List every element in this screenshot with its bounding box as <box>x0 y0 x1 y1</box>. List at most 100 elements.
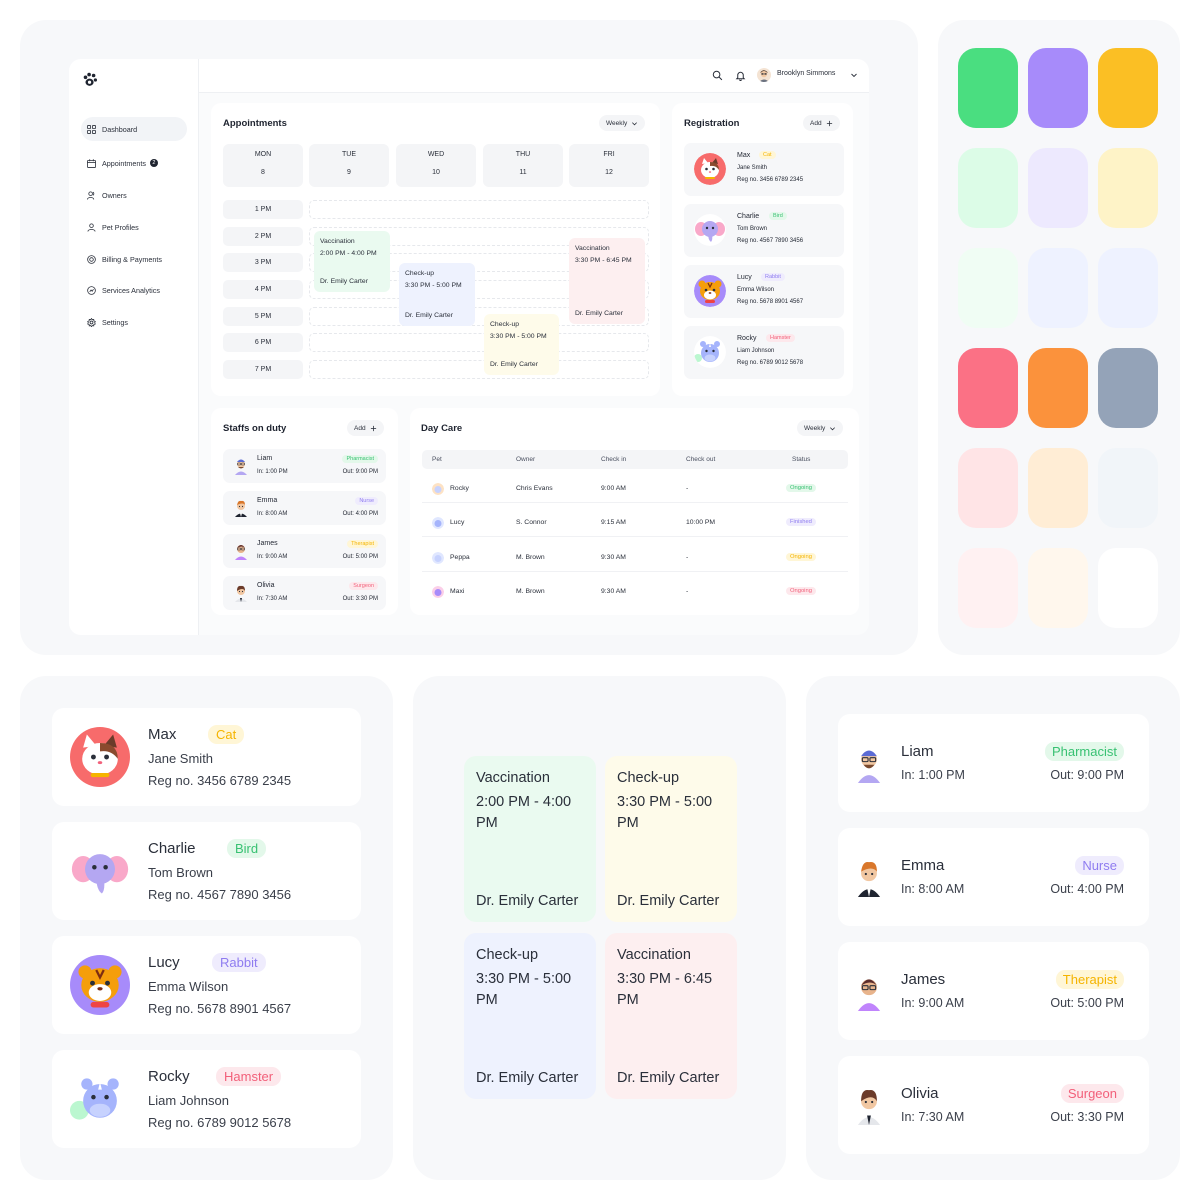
pet-name: Charlie <box>148 840 196 857</box>
event-doctor: Dr. Emily Carter <box>476 1070 579 1086</box>
search-icon[interactable] <box>712 70 723 81</box>
person-avatar-icon <box>857 861 881 897</box>
time-slot: 1 PM <box>223 200 303 219</box>
pet-owner: Jane Smith <box>148 751 214 766</box>
staff-card[interactable]: James In: 9:00 AM Therapist Out: 5:00 PM <box>838 942 1149 1040</box>
appointment-event[interactable]: Vaccination 2:00 PM - 4:00 PM Dr. Emily … <box>464 756 596 922</box>
pet-registration-card[interactable]: Max Cat Jane Smith Reg no. 3456 6789 234… <box>684 143 844 196</box>
user-avatar[interactable] <box>757 68 771 82</box>
appointment-event[interactable]: Check-up 3:30 PM - 5:00 PM Dr. Emily Car… <box>464 933 596 1099</box>
day-header-tue[interactable]: TUE 9 <box>309 144 389 187</box>
sidebar-item-pet-profiles[interactable]: Pet Profiles <box>81 215 187 239</box>
user-name[interactable]: Brooklyn Simmons <box>777 70 836 77</box>
appointments-card: Appointments Weekly MON 8 TUE 9 WED 10 THU 1… <box>211 103 660 396</box>
staff-name: Olivia <box>901 1085 939 1102</box>
pet-species-tag: Bird <box>227 839 267 858</box>
appointment-event[interactable]: Check-up 3:30 PM - 5:00 PM Dr. Emily Car… <box>605 756 737 922</box>
time-slot: 3 PM <box>223 253 303 272</box>
pet-registration-card[interactable]: Lucy Rabbit Emma Wilson Reg no. 5678 890… <box>52 936 361 1034</box>
staff-role-badge: Pharmacist <box>1044 742 1124 761</box>
paw-logo-icon <box>83 72 98 86</box>
gear-icon <box>87 317 96 327</box>
color-swatch <box>1098 148 1158 228</box>
pet-reg-number: Reg no. 5678 8901 4567 <box>148 1001 292 1016</box>
day-care-range-select[interactable]: Weekly <box>797 420 844 436</box>
bell-icon[interactable] <box>735 70 746 81</box>
day-header-thu[interactable]: THU 11 <box>483 144 563 187</box>
person-avatar-icon <box>857 750 881 783</box>
pet-registration-card[interactable]: Lucy Rabbit Emma Wilson Reg no. 5678 890… <box>684 265 844 318</box>
staff-check-out: Out: 9:00 PM <box>1050 768 1124 782</box>
day-header-mon[interactable]: MON 8 <box>223 144 303 187</box>
pet-registration-card[interactable]: Rocky Hamster Liam Johnson Reg no. 6789 … <box>52 1050 361 1148</box>
staff-card[interactable]: Olivia In: 7:30 AM Surgeon Out: 3:30 PM <box>223 576 386 610</box>
day-header-wed[interactable]: WED 10 <box>396 144 476 187</box>
pet-name: Max <box>148 726 177 743</box>
staff-card[interactable]: Emma In: 8:00 AM Nurse Out: 4:00 PM <box>223 491 386 525</box>
sidebar-item-billing[interactable]: Billing & Payments <box>81 247 187 271</box>
cell-check-in: 9:00 AM <box>601 485 626 492</box>
color-swatch <box>958 348 1018 428</box>
color-swatch <box>1028 448 1088 528</box>
appointment-event[interactable]: Vaccination 3:30 PM - 6:45 PM Dr. Emily … <box>605 933 737 1099</box>
sidebar-item-appointments[interactable]: Appointments 2 <box>81 151 187 175</box>
cell-pet: Peppa <box>450 554 470 561</box>
appointment-event[interactable]: Check-up 3:30 PM - 5:00 PM Dr. Emily Car… <box>399 263 475 326</box>
day-care-card: Day Care Weekly Pet Owner Check in Check… <box>410 408 859 615</box>
day-date: 12 <box>605 169 613 176</box>
event-doctor: Dr. Emily Carter <box>320 277 368 285</box>
day-header-fri[interactable]: FRI 12 <box>569 144 649 187</box>
table-row[interactable]: Maxi M. Brown 9:30 AM - Ongoing <box>422 578 848 606</box>
pet-registration-card[interactable]: Charlie Bird Tom Brown Reg no. 4567 7890… <box>52 822 361 920</box>
appointment-event[interactable]: Check-up 3:30 PM - 5:00 PM Dr. Emily Car… <box>484 314 559 375</box>
staff-check-in: In: 8:00 AM <box>901 882 965 896</box>
chevron-down-icon[interactable] <box>850 71 858 79</box>
event-time: 3:30 PM - 5:00 PM <box>490 332 547 340</box>
add-label: Add <box>354 424 366 432</box>
registration-add-button[interactable]: Add <box>803 115 840 131</box>
elephant-avatar-icon <box>70 841 130 901</box>
pet-reg-number: Reg no. 4567 7890 3456 <box>737 238 804 244</box>
add-label: Add <box>810 119 822 127</box>
top-bar: Brooklyn Simmons <box>199 59 869 93</box>
sidebar-item-services-analytics[interactable]: Services Analytics <box>81 278 187 302</box>
staff-card[interactable]: James In: 9:00 AM Therapist Out: 5:00 PM <box>223 534 386 568</box>
sidebar-item-label: Pet Profiles <box>102 222 139 232</box>
staff-add-button[interactable]: Add <box>347 420 384 436</box>
day-name: WED <box>427 151 445 158</box>
table-row[interactable]: Rocky Chris Evans 9:00 AM - Ongoing <box>422 475 848 503</box>
staff-card[interactable]: Liam In: 1:00 PM Pharmacist Out: 9:00 PM <box>223 449 386 483</box>
staff-check-out: Out: 3:30 PM <box>342 596 378 602</box>
staff-check-in: In: 8:00 AM <box>257 511 288 517</box>
event-time: 3:30 PM - 6:45 PM <box>575 256 632 264</box>
color-swatch <box>958 48 1018 128</box>
grid-row <box>309 333 649 352</box>
pet-name: Lucy <box>737 274 752 281</box>
staff-card[interactable]: Liam In: 1:00 PM Pharmacist Out: 9:00 PM <box>838 714 1149 812</box>
pet-registration-card[interactable]: Max Cat Jane Smith Reg no. 3456 6789 234… <box>52 708 361 806</box>
sidebar-item-settings[interactable]: Settings <box>81 310 187 334</box>
pet-registration-card[interactable]: Charlie Bird Tom Brown Reg no. 4567 7890… <box>684 204 844 257</box>
table-row[interactable]: Peppa M. Brown 9:30 AM - Ongoing <box>422 544 848 572</box>
pet-registration-card[interactable]: Rocky Hamster Liam Johnson Reg no. 6789 … <box>684 326 844 379</box>
appointments-range-select[interactable]: Weekly <box>599 115 646 131</box>
event-time: 3:30 PM - 5:00 PM <box>617 794 713 831</box>
appointment-event[interactable]: Vaccination 2:00 PM - 4:00 PM Dr. Emily … <box>314 231 390 292</box>
sidebar-item-owners[interactable]: Owners <box>81 183 187 207</box>
staff-card[interactable]: Emma In: 8:00 AM Nurse Out: 4:00 PM <box>838 828 1149 926</box>
staff-check-out: Out: 5:00 PM <box>1050 996 1124 1010</box>
day-date: 8 <box>261 169 265 176</box>
staff-name: Liam <box>901 743 934 760</box>
table-row[interactable]: Lucy S. Connor 9:15 AM 10:00 PM Finished <box>422 509 848 537</box>
pet-owner: Liam Johnson <box>737 348 775 354</box>
event-doctor: Dr. Emily Carter <box>405 311 453 319</box>
event-doctor: Dr. Emily Carter <box>476 893 579 909</box>
time-slot: 5 PM <box>223 307 303 326</box>
appointment-event[interactable]: Vaccination 3:30 PM - 6:45 PM Dr. Emily … <box>569 238 645 324</box>
staff-card[interactable]: Olivia In: 7:30 AM Surgeon Out: 3:30 PM <box>838 1056 1149 1154</box>
day-care-title: Day Care <box>421 423 463 434</box>
sidebar-item-dashboard[interactable]: Dashboard <box>81 117 187 141</box>
coin-icon <box>87 254 96 264</box>
cell-pet: Lucy <box>450 519 465 526</box>
pet-species-tag: Cat <box>208 725 245 744</box>
